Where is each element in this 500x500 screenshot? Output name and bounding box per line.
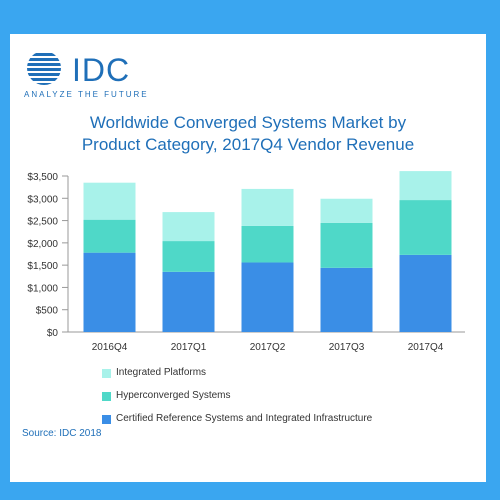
chart-title: Worldwide Converged Systems Market by Pr… <box>10 112 486 156</box>
y-tick-label: $3,000 <box>27 194 58 205</box>
bar-segment-2017Q1-1 <box>162 241 215 272</box>
legend-label: Integrated Platforms <box>116 367 207 378</box>
bar-segment-2017Q4-0 <box>399 254 452 332</box>
logo-globe-icon <box>27 53 61 85</box>
idc-logo: IDC ANALYZE THE FUTURE <box>24 50 154 108</box>
legend-label: Certified Reference Systems and Integrat… <box>116 413 373 424</box>
y-tick-label: $2,500 <box>27 217 58 228</box>
bar-segment-2016Q4-0 <box>83 252 136 332</box>
y-tick-label: $500 <box>36 306 59 317</box>
bar-segment-2017Q4-2 <box>399 171 452 201</box>
x-tick-label: 2017Q2 <box>250 342 286 353</box>
bar-segment-2017Q1-2 <box>162 212 215 242</box>
bar-segment-2016Q4-2 <box>83 182 136 220</box>
legend-swatch <box>102 392 111 401</box>
y-tick-label: $1,500 <box>27 261 58 272</box>
y-tick-label: $0 <box>47 328 59 339</box>
bar-segment-2017Q2-0 <box>241 262 294 332</box>
y-tick-label: $1,000 <box>27 283 58 294</box>
x-tick-label: 2017Q1 <box>171 342 207 353</box>
stacked-bar-chart: $0 $500 $1,000 $1,500 $2,000 $2,500 $3,000 $3,5… <box>27 171 465 353</box>
y-tick-label: $3,500 <box>27 172 58 183</box>
legend-swatch <box>102 415 111 424</box>
bar-segment-2016Q4-1 <box>83 219 136 253</box>
legend-label: Hyperconverged Systems <box>116 390 231 401</box>
bar-segment-2017Q2-2 <box>241 188 294 226</box>
source-note: Source: IDC 2018 <box>22 428 102 439</box>
bar-segment-2017Q2-1 <box>241 225 294 263</box>
bar-segment-2017Q3-1 <box>320 222 373 268</box>
legend-swatch <box>102 369 111 378</box>
x-tick-label: 2017Q3 <box>329 342 365 353</box>
x-tick-label: 2016Q4 <box>92 342 128 353</box>
chart-title-line2: Product Category, 2017Q4 Vendor Revenue <box>81 135 415 154</box>
chart-title-line1: Worldwide Converged Systems Market by <box>89 113 407 132</box>
y-tick-label: $2,000 <box>27 239 58 250</box>
logo-wordmark: IDC <box>72 52 131 88</box>
chart-card: IDC ANALYZE THE FUTURE Worldwide Converg… <box>10 34 486 482</box>
x-tick-label: 2017Q4 <box>408 342 444 353</box>
bar-segment-2017Q3-0 <box>320 267 373 332</box>
bar-segment-2017Q4-1 <box>399 200 452 255</box>
bar-segment-2017Q1-0 <box>162 271 215 332</box>
logo-tagline: ANALYZE THE FUTURE <box>24 90 149 99</box>
bar-segment-2017Q3-2 <box>320 198 373 223</box>
